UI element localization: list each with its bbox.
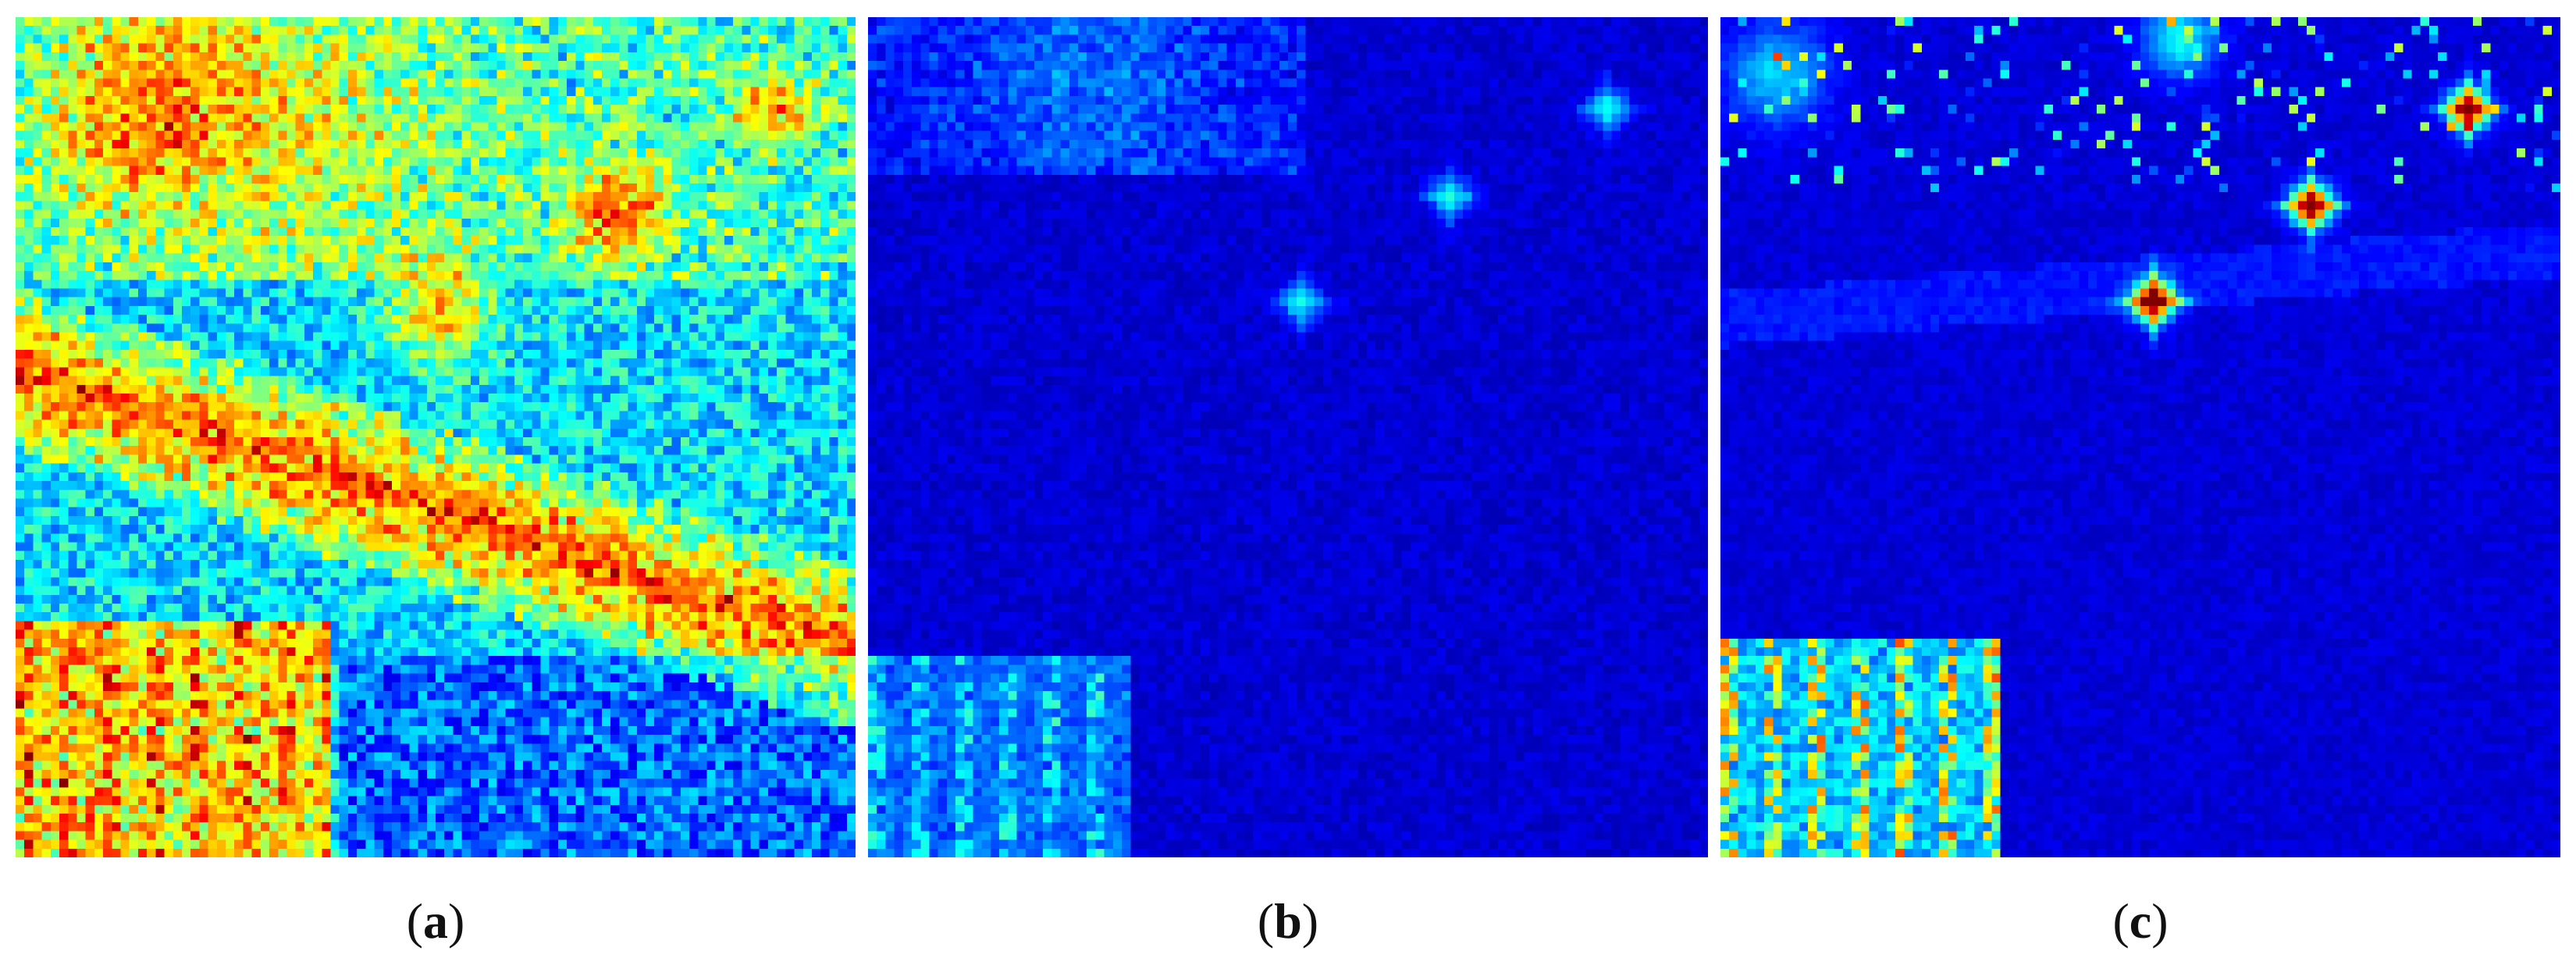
caption-a: (a): [406, 893, 465, 949]
heatmap-panel-a: [16, 17, 856, 857]
heatmap-b-canvas: [868, 17, 1708, 857]
caption-b: (b): [1257, 893, 1319, 949]
heatmap-panel-b: [868, 17, 1708, 857]
heatmap-a-canvas: [16, 17, 856, 857]
heatmap-c-canvas: [1720, 17, 2560, 857]
heatmap-panel-c: [1720, 17, 2560, 857]
caption-c: (c): [2112, 893, 2169, 949]
